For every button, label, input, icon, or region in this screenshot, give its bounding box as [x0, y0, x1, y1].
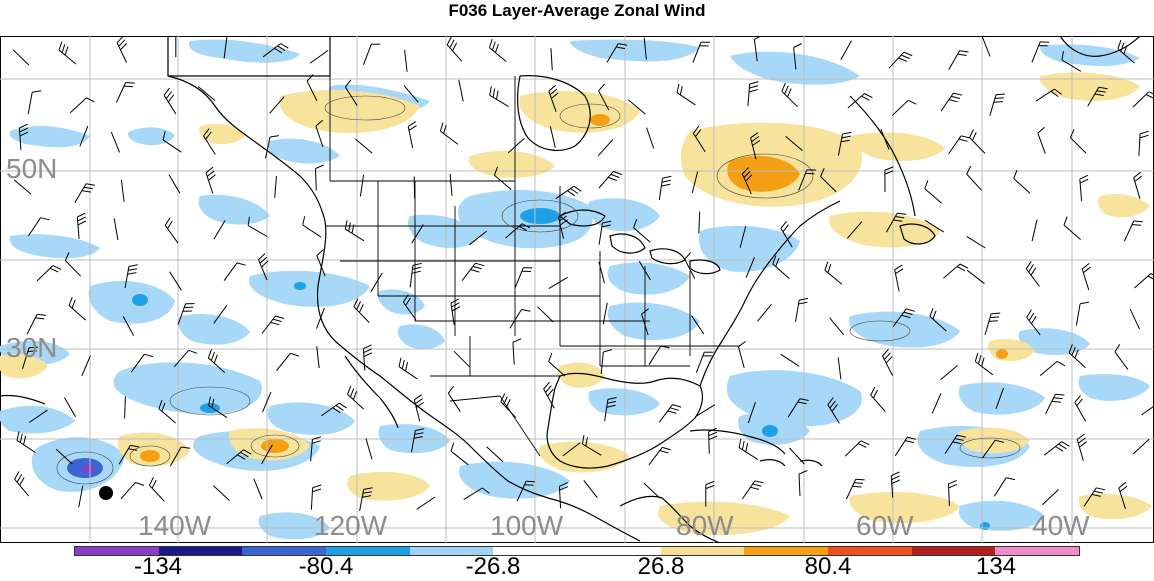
wind-barb-flag	[991, 313, 1000, 314]
wind-barb-flag	[996, 94, 1005, 95]
colorbar-tick-neg80: -80.4	[299, 553, 354, 581]
wind-map: 50N 30N 140W 120W 100W 80W 60W 40W	[0, 36, 1154, 543]
lon-label-140w: 140W	[138, 511, 211, 541]
wind-barb-flag	[526, 481, 535, 482]
station-marker	[99, 486, 113, 500]
colorbar-tick-pos134: 134	[976, 553, 1016, 581]
colorbar-tick-pos27: 26.8	[638, 553, 685, 581]
lon-label-40w: 40W	[1032, 511, 1090, 541]
wind-barb-flag	[854, 483, 863, 484]
wind-barb-flag	[524, 485, 533, 486]
wind-barb-flag	[124, 86, 133, 87]
colorbar-tick-neg134: -134	[134, 553, 182, 581]
wind-barb-flag	[856, 479, 865, 480]
lat-label-30n: 30N	[6, 333, 57, 363]
wind-barb-flag	[995, 98, 1004, 99]
lon-label-120w: 120W	[314, 511, 387, 541]
wind-barb-flag	[989, 321, 998, 322]
lon-label-100w: 100W	[490, 511, 563, 541]
colorbar-tick-neg27: -26.8	[466, 553, 521, 581]
lat-label-50n: 50N	[6, 154, 57, 184]
wind-barb-flag	[1132, 225, 1141, 226]
wind-barb-flag	[126, 83, 135, 84]
lon-label-60w: 60W	[856, 511, 914, 541]
wind-barb-flag	[994, 102, 1003, 103]
wind-barb-flag	[852, 486, 861, 487]
colorbar	[74, 546, 1080, 556]
map-canvas	[0, 36, 1154, 543]
chart-title: F036 Layer-Average Zonal Wind	[0, 0, 1154, 22]
wind-barb-flag	[990, 317, 999, 318]
wind-barb-flag	[1134, 221, 1143, 222]
negative-wind-extreme	[67, 458, 103, 478]
lon-label-80w: 80W	[676, 511, 734, 541]
colorbar-tick-pos80: 80.4	[805, 553, 852, 581]
